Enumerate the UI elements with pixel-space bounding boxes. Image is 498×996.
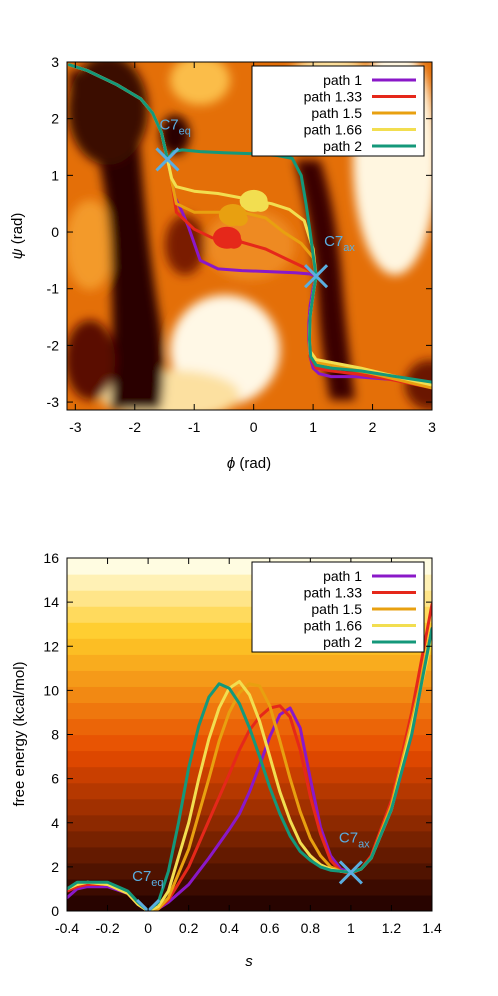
free-energy-profile-panel: C7eq C7ax -0.4 -0.2 0 0.2 0.4 0.6 0.8 1 1.2 1.4 0 2 4… xyxy=(11,550,442,970)
legend-label: path 1.5 xyxy=(311,601,362,617)
path-blob xyxy=(231,212,248,227)
y-tick-label: 6 xyxy=(51,771,59,787)
x-axis-label: s xyxy=(245,953,253,970)
y-tick-label: 8 xyxy=(51,727,59,743)
path-lines-map xyxy=(67,63,432,390)
x-tick-label: 0.6 xyxy=(260,920,280,936)
path-blobs xyxy=(212,189,269,249)
background-band xyxy=(67,702,432,720)
heatmap-high-region xyxy=(170,62,230,105)
background-band xyxy=(67,734,432,752)
x-tick-label: 0.2 xyxy=(179,920,199,936)
y-tick-label: 14 xyxy=(43,594,59,610)
series-line-path-2 xyxy=(67,63,432,384)
y-tick-label: 0 xyxy=(51,903,59,919)
legend-label: path 1.5 xyxy=(311,105,362,121)
state-markers-profile: C7eq C7ax xyxy=(132,829,370,911)
heatmap-low-region xyxy=(160,115,190,155)
x-tick-label: -2 xyxy=(129,419,142,435)
x-tick-label: -1 xyxy=(188,419,201,435)
x-tick-label: 0 xyxy=(250,419,258,435)
state-label: C7ax xyxy=(324,233,355,254)
x-tick-label: 1 xyxy=(347,920,355,936)
state-marker-x xyxy=(155,147,180,172)
y-tick-label: 2 xyxy=(51,859,59,875)
heatmap-low-region xyxy=(295,160,355,400)
state-label: C7eq xyxy=(132,868,163,889)
legend-label: path 1.66 xyxy=(304,618,363,634)
state-marker-x xyxy=(338,860,363,885)
background-band xyxy=(67,766,432,784)
background-band xyxy=(67,846,432,864)
state-marker-x xyxy=(304,264,329,289)
path-blob xyxy=(225,234,242,249)
x-tick-label: 1.4 xyxy=(422,920,442,936)
y-axis-label: ψ (rad) xyxy=(9,213,26,260)
y-tick-label: -3 xyxy=(47,394,60,410)
x-tick-label: -0.4 xyxy=(55,920,79,936)
x-tick-label: 2 xyxy=(369,419,377,435)
state-marker-x xyxy=(136,898,161,911)
y-tick-label: 10 xyxy=(43,682,59,698)
legend-label: path 1.66 xyxy=(304,122,363,138)
background-band xyxy=(67,862,432,880)
legend-label: path 1.33 xyxy=(304,89,363,105)
legend-label: path 1 xyxy=(323,568,362,584)
y-tick-label: 1 xyxy=(51,167,59,183)
x-tick-label: 1 xyxy=(309,419,317,435)
heatmap-low-region xyxy=(68,62,148,165)
background-band xyxy=(67,750,432,768)
state-markers-map: C7eq C7ax xyxy=(155,116,355,289)
legend-label: path 2 xyxy=(323,138,362,154)
legend-label: path 2 xyxy=(323,634,362,650)
y-tick-label: -2 xyxy=(47,337,60,353)
x-tick-label: -3 xyxy=(69,419,82,435)
x-tick-label: 3 xyxy=(428,419,436,435)
y-tick-label: 4 xyxy=(51,815,59,831)
legend-label: path 1.33 xyxy=(304,585,363,601)
x-tick-label: -0.2 xyxy=(95,920,119,936)
background-band xyxy=(67,830,432,848)
y-tick-label: 16 xyxy=(43,550,59,566)
state-label: C7eq xyxy=(159,116,190,137)
state-label: C7ax xyxy=(339,829,370,850)
y-tick-label: 3 xyxy=(51,54,59,70)
heatmap-low-region xyxy=(70,70,164,410)
axis-ticks: -3 -2 -1 0 1 2 3 3 2 1 0 -1 -2 -3 xyxy=(47,54,437,435)
background-band xyxy=(67,654,432,671)
axis-ticks: -0.4 -0.2 0 0.2 0.4 0.6 0.8 1 1.2 1.4 0 2 4 6 8 10 12 14 1… xyxy=(43,550,442,936)
y-tick-label: 12 xyxy=(43,638,59,654)
background-band xyxy=(67,798,432,816)
x-tick-label: 0.4 xyxy=(219,920,239,936)
x-tick-label: 1.2 xyxy=(382,920,402,936)
heatmap-high-region xyxy=(67,200,115,290)
background-band xyxy=(67,670,432,687)
x-axis-label: ϕ (rad) xyxy=(227,455,271,472)
heatmap-low-region xyxy=(67,320,115,400)
y-tick-label: -1 xyxy=(47,281,60,297)
y-tick-label: 0 xyxy=(51,224,59,240)
x-tick-label: 0 xyxy=(144,920,152,936)
background-band xyxy=(67,894,432,911)
plot-frame xyxy=(66,61,433,411)
y-axis-label: free energy (kcal/mol) xyxy=(11,661,28,806)
path-blob xyxy=(252,197,269,212)
x-tick-label: 0.8 xyxy=(301,920,321,936)
background-band xyxy=(67,814,432,832)
y-tick-label: 2 xyxy=(51,111,59,127)
heatmap-low-region xyxy=(165,215,205,275)
legend-label: path 1 xyxy=(323,72,362,88)
